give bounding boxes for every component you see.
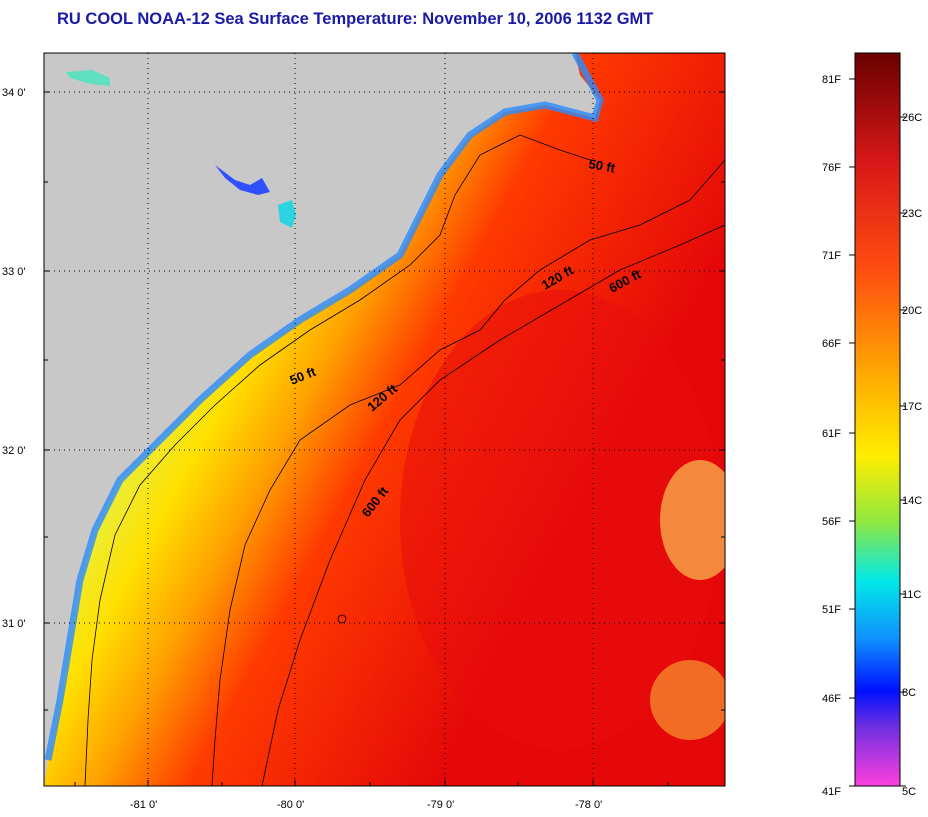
cb-label-41f: 41F bbox=[822, 786, 841, 798]
lon-label-79: -79 0' bbox=[427, 799, 454, 811]
contour-120ft bbox=[211, 159, 725, 786]
contour-600ft bbox=[261, 224, 725, 786]
gulf-stream-warm-core bbox=[400, 290, 720, 750]
buoy-marker bbox=[337, 614, 347, 624]
contour-50ft bbox=[84, 134, 591, 786]
graticule bbox=[44, 53, 725, 786]
colorbar-scale bbox=[854, 52, 901, 787]
map-area bbox=[44, 53, 725, 786]
land-mass bbox=[44, 53, 600, 786]
cb-label-66f: 66F bbox=[822, 338, 841, 350]
cb-label-17c: 17C bbox=[902, 401, 922, 413]
lat-label-32: 32 0' bbox=[2, 445, 26, 457]
cb-label-51f: 51F bbox=[822, 604, 841, 616]
cool-patch-east bbox=[660, 460, 725, 580]
cb-label-20c: 20C bbox=[902, 305, 922, 317]
cb-label-56f: 56F bbox=[822, 516, 841, 528]
map-title: RU COOL NOAA-12 Sea Surface Temperature:… bbox=[57, 10, 654, 28]
cool-patch-southeast bbox=[650, 660, 725, 740]
inland-lake bbox=[66, 70, 110, 86]
cb-label-11c: 11C bbox=[902, 589, 921, 601]
cb-label-23c: 23C bbox=[902, 208, 922, 220]
cb-label-14c: 14C bbox=[902, 495, 922, 507]
colorbar-ticks bbox=[849, 78, 906, 787]
lat-label-34: 34 0' bbox=[2, 87, 26, 99]
axis-ticks bbox=[44, 91, 725, 786]
colorbar: 81F 76F 71F 66F 61F 56F 51F 46F 41F 26C … bbox=[822, 52, 922, 798]
cb-label-5c: 5C bbox=[902, 786, 916, 798]
nearshore-cold-band bbox=[44, 53, 604, 761]
contour-label-50ft-north: 50 ft bbox=[587, 156, 617, 176]
cb-label-26c: 26C bbox=[902, 112, 922, 124]
cb-label-81f: 81F bbox=[822, 74, 841, 86]
cb-label-8c: 8C bbox=[902, 687, 916, 699]
map-frame bbox=[43, 52, 726, 787]
lat-label-31: 31 0' bbox=[2, 618, 26, 630]
lon-label-78: -78 0' bbox=[575, 799, 602, 811]
cb-label-46f: 46F bbox=[822, 693, 841, 705]
lat-label-33: 33 0' bbox=[2, 266, 26, 278]
inland-lake bbox=[278, 200, 296, 228]
cb-label-71f: 71F bbox=[822, 250, 841, 262]
inland-lake bbox=[215, 165, 270, 195]
lon-label-81: -81 0' bbox=[130, 799, 157, 811]
cb-label-76f: 76F bbox=[822, 162, 841, 174]
lon-label-80: -80 0' bbox=[277, 799, 304, 811]
cb-label-61f: 61F bbox=[822, 428, 841, 440]
